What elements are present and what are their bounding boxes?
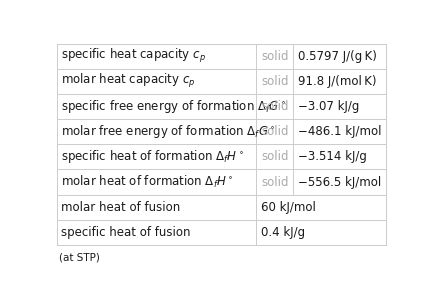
- Text: solid: solid: [261, 75, 289, 88]
- Text: −3.07 kJ/g: −3.07 kJ/g: [298, 100, 360, 113]
- Text: −486.1 kJ/mol: −486.1 kJ/mol: [298, 125, 382, 138]
- Text: molar heat capacity $c_p$: molar heat capacity $c_p$: [61, 72, 195, 90]
- Text: solid: solid: [261, 176, 289, 189]
- Text: 60 kJ/mol: 60 kJ/mol: [262, 201, 317, 214]
- Text: (at STP): (at STP): [59, 252, 100, 263]
- Text: specific heat of formation $\Delta_f H^\circ$: specific heat of formation $\Delta_f H^\…: [61, 148, 244, 165]
- Text: 91.8 J/(mol K): 91.8 J/(mol K): [298, 75, 377, 88]
- Text: molar heat of formation $\Delta_f H^\circ$: molar heat of formation $\Delta_f H^\cir…: [61, 174, 233, 190]
- Text: specific heat capacity $c_p$: specific heat capacity $c_p$: [61, 47, 206, 65]
- Text: −556.5 kJ/mol: −556.5 kJ/mol: [298, 176, 381, 189]
- Text: solid: solid: [261, 50, 289, 63]
- Text: specific free energy of formation $\Delta_f G^\circ$: specific free energy of formation $\Delt…: [61, 98, 286, 115]
- Text: solid: solid: [261, 125, 289, 138]
- Text: specific heat of fusion: specific heat of fusion: [61, 226, 191, 239]
- Text: 0.4 kJ/g: 0.4 kJ/g: [262, 226, 306, 239]
- Text: molar free energy of formation $\Delta_f G^\circ$: molar free energy of formation $\Delta_f…: [61, 123, 275, 140]
- Text: molar heat of fusion: molar heat of fusion: [61, 201, 180, 214]
- Text: 0.5797 J/(g K): 0.5797 J/(g K): [298, 50, 377, 63]
- Text: −3.514 kJ/g: −3.514 kJ/g: [298, 150, 367, 163]
- Text: solid: solid: [261, 100, 289, 113]
- Text: solid: solid: [261, 150, 289, 163]
